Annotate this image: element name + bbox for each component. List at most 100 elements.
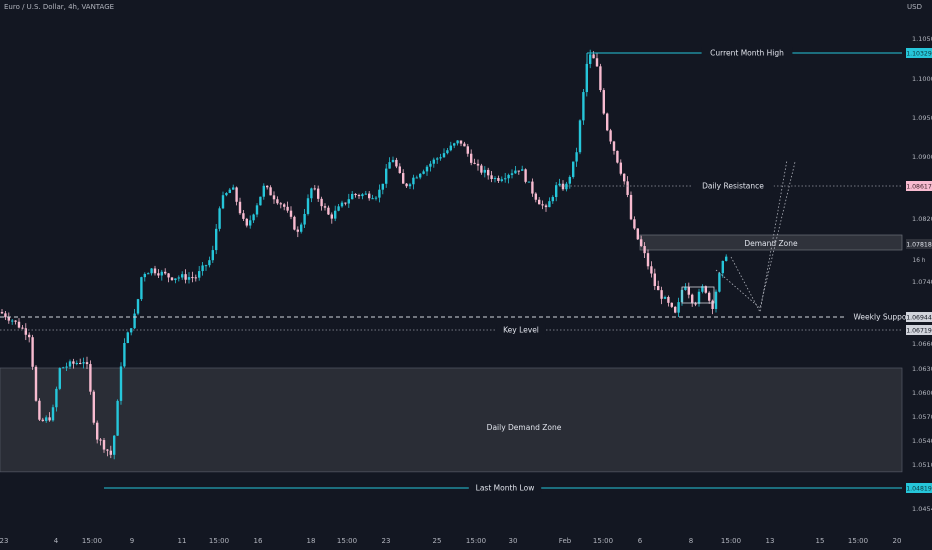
candle-body: [697, 291, 701, 304]
candle-body: [289, 210, 293, 217]
candle-body: [296, 229, 299, 232]
x-tick-label: 13: [766, 537, 775, 545]
candle-body: [31, 337, 34, 367]
y-tick-label: 1.07400: [912, 278, 932, 286]
candle-body: [136, 299, 140, 314]
candle-body: [89, 364, 92, 392]
candle-body: [7, 317, 10, 321]
candle-body: [306, 198, 310, 214]
candle-body: [504, 178, 507, 180]
x-tick-label: 15:00: [209, 537, 229, 545]
candle-body: [568, 176, 571, 184]
candle-body: [694, 303, 697, 305]
candle-body: [286, 206, 289, 211]
candle-body: [582, 92, 585, 121]
price-label: 1.07818: [906, 242, 932, 249]
candle-body: [725, 256, 728, 261]
last-month-low-label: Last Month Low: [476, 484, 535, 493]
x-tick-label: 20: [893, 537, 902, 545]
candle-body: [663, 297, 667, 299]
candle-body: [395, 159, 398, 167]
candle-body: [493, 178, 497, 180]
candle-body: [589, 54, 592, 64]
price-label-bg: [906, 312, 932, 322]
candle-body: [323, 206, 327, 208]
projection-path-2: [715, 161, 796, 309]
x-tick-label: 25: [433, 537, 442, 545]
candle-body: [419, 173, 422, 178]
candle-body: [674, 306, 677, 313]
candle-body: [198, 271, 201, 278]
candle-body: [102, 440, 106, 450]
x-tick-label: 9: [130, 537, 134, 545]
price-label-bg: [906, 483, 932, 493]
y-tick-label: 1.05700: [912, 413, 932, 421]
weekly-support-label: Weekly Support: [853, 313, 912, 322]
candle-body: [48, 417, 51, 421]
candle-body: [201, 265, 204, 272]
candle-body: [181, 274, 184, 278]
candle-body: [259, 196, 262, 206]
candle-body: [633, 219, 636, 229]
candle-body: [531, 181, 534, 194]
daily-resistance-label-bg: [692, 180, 774, 191]
candle-body: [357, 195, 361, 197]
candle-body: [160, 271, 163, 276]
candle-body: [487, 169, 490, 176]
price-label-bg: [906, 239, 932, 249]
candle-body: [551, 197, 554, 202]
candle-body: [347, 199, 350, 204]
candle-body: [204, 265, 208, 267]
x-tick-label: 16: [254, 537, 263, 545]
candle-body: [79, 362, 82, 364]
candle-body: [147, 273, 150, 275]
candle-body: [276, 199, 279, 204]
x-tick-label: 15:00: [337, 537, 357, 545]
current-month-high-label-bg: [701, 47, 793, 58]
candle-body: [351, 193, 354, 200]
candle-body: [252, 214, 255, 221]
candle-body: [85, 362, 89, 365]
x-tick-label: 18: [307, 537, 316, 545]
price-label: 1.10329: [906, 51, 932, 58]
candle-body: [592, 54, 595, 59]
y-tick-label: 1.04540: [912, 505, 932, 513]
key-level-label: Key Level: [503, 326, 539, 335]
candle-body: [123, 342, 126, 367]
candle-body: [24, 328, 27, 335]
candle-body: [480, 165, 483, 173]
y-tick-label: 1.10000: [912, 75, 932, 83]
candle-body: [524, 169, 527, 182]
candle-body: [677, 302, 680, 313]
candle-body: [262, 185, 265, 197]
candle-body: [11, 320, 14, 322]
candle-body: [422, 171, 425, 174]
demand-zone-label: Demand Zone: [744, 239, 798, 248]
candle-body: [130, 328, 133, 333]
candle-body: [177, 277, 180, 279]
price-label: 1.06719: [906, 328, 932, 335]
candle-body: [68, 361, 72, 367]
candle-body: [14, 320, 17, 322]
candle-body: [310, 188, 313, 199]
candle-body: [337, 206, 340, 211]
candle-body: [92, 391, 95, 423]
candle-body: [72, 361, 75, 364]
candle-body: [34, 366, 38, 401]
candle-body: [374, 197, 378, 199]
price-label: 1.08617: [906, 184, 932, 191]
weekly-support-label-bg: [846, 311, 920, 322]
candle-body: [381, 183, 384, 190]
candle-body: [701, 286, 704, 292]
candle-body: [38, 400, 41, 420]
candle-body: [643, 246, 646, 254]
candle-body: [269, 187, 272, 196]
candle-body: [303, 213, 306, 225]
x-tick-label: 11: [178, 537, 187, 545]
candle-body: [45, 417, 48, 421]
x-tick-label: 15:00: [466, 537, 486, 545]
candle-body: [660, 290, 663, 299]
candle-body: [687, 287, 690, 295]
candle-body: [646, 253, 650, 267]
